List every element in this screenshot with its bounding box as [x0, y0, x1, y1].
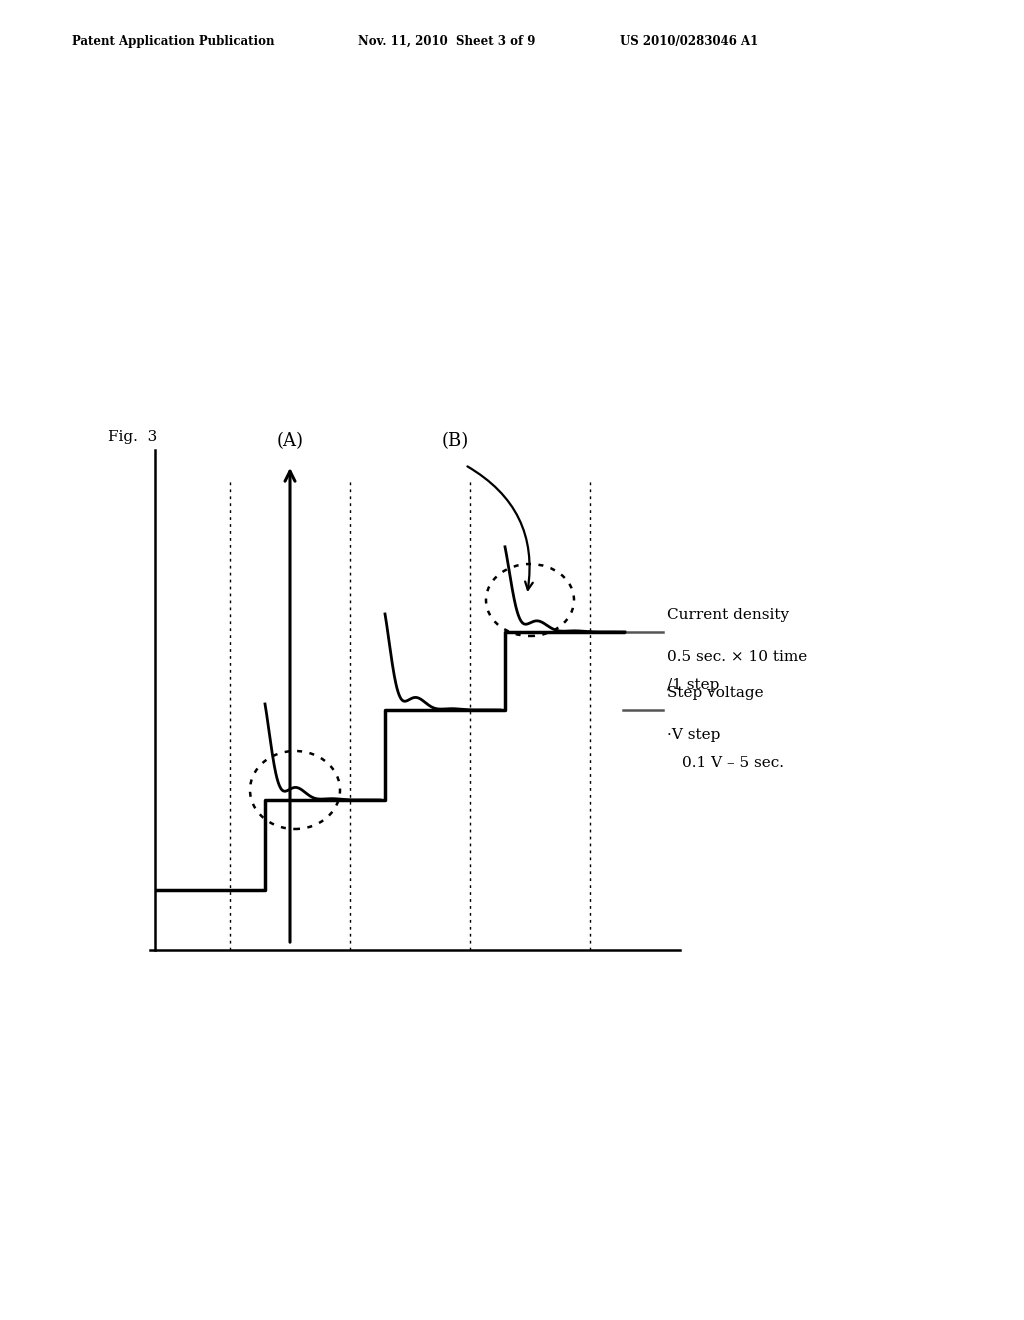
Text: (B): (B)	[441, 432, 469, 450]
Text: 0.1 V – 5 sec.: 0.1 V – 5 sec.	[682, 756, 784, 770]
Text: 0.5 sec. × 10 time: 0.5 sec. × 10 time	[667, 649, 807, 664]
Text: (A): (A)	[276, 432, 303, 450]
Text: Nov. 11, 2010  Sheet 3 of 9: Nov. 11, 2010 Sheet 3 of 9	[358, 36, 536, 48]
Text: /1 step: /1 step	[667, 678, 720, 692]
Text: Patent Application Publication: Patent Application Publication	[72, 36, 274, 48]
Text: Fig.  3: Fig. 3	[108, 430, 158, 444]
Text: ·V step: ·V step	[667, 729, 720, 742]
Text: US 2010/0283046 A1: US 2010/0283046 A1	[620, 36, 758, 48]
Text: Step voltage: Step voltage	[667, 686, 764, 700]
Text: Current density: Current density	[667, 609, 790, 622]
